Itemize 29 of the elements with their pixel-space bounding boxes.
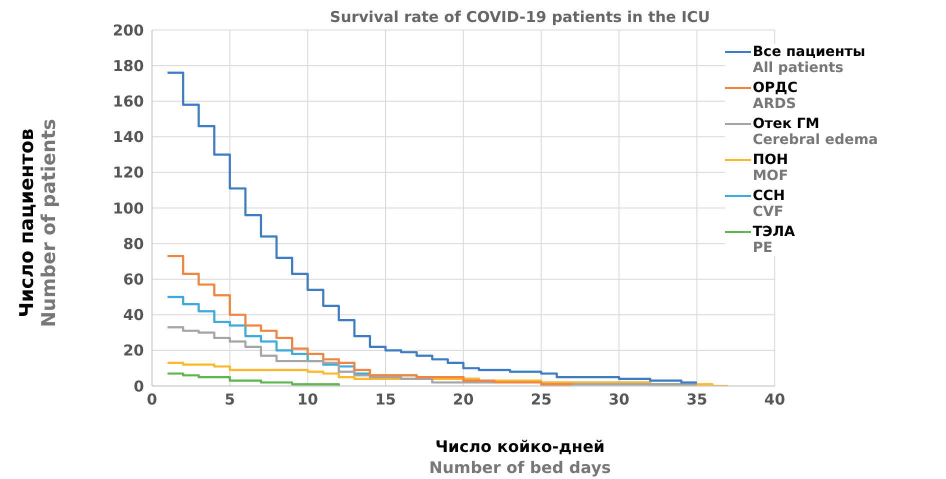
x-tick-label: 0 <box>146 390 158 409</box>
chart-title: Survival rate of COVID-19 patients in the ICU <box>330 8 710 26</box>
x-tick-label: 25 <box>530 390 552 409</box>
x-tick-label: 30 <box>608 390 630 409</box>
legend-label: ПОН MOF <box>752 152 790 184</box>
y-tick-label: 120 <box>112 164 144 182</box>
y-tick-label: 20 <box>123 342 144 360</box>
x-tick-label: 35 <box>686 390 708 409</box>
legend-label: Отек ГМ Cerebral edema <box>752 116 878 148</box>
x-tick-label: 15 <box>375 390 396 409</box>
x-tick-label: 5 <box>224 390 236 409</box>
legend-label: Все пациенты All patients <box>752 44 866 76</box>
y-tick-label: 40 <box>123 306 144 324</box>
legend-label: ТЭЛА PE <box>752 224 796 256</box>
y-tick-label: 60 <box>123 270 144 289</box>
legend-label: ССН CVF <box>752 188 786 220</box>
x-tick-label: 20 <box>452 390 474 409</box>
y-tick-label: 200 <box>112 21 144 40</box>
x-tick-label: 10 <box>297 390 318 409</box>
y-axis-title: Число пациентов Number of patients <box>16 118 60 328</box>
y-tick-label: 160 <box>112 92 144 111</box>
y-tick-label: 80 <box>123 234 144 253</box>
legend-label: ОРДС ARDS <box>752 80 799 112</box>
y-tick-label: 0 <box>134 377 144 396</box>
x-tick-label: 40 <box>764 390 786 409</box>
y-tick-label: 180 <box>112 56 144 75</box>
x-axis-title: Число койко-дней Number of bed days <box>428 436 612 478</box>
y-tick-label: 100 <box>112 199 144 218</box>
y-tick-label: 140 <box>112 128 144 146</box>
